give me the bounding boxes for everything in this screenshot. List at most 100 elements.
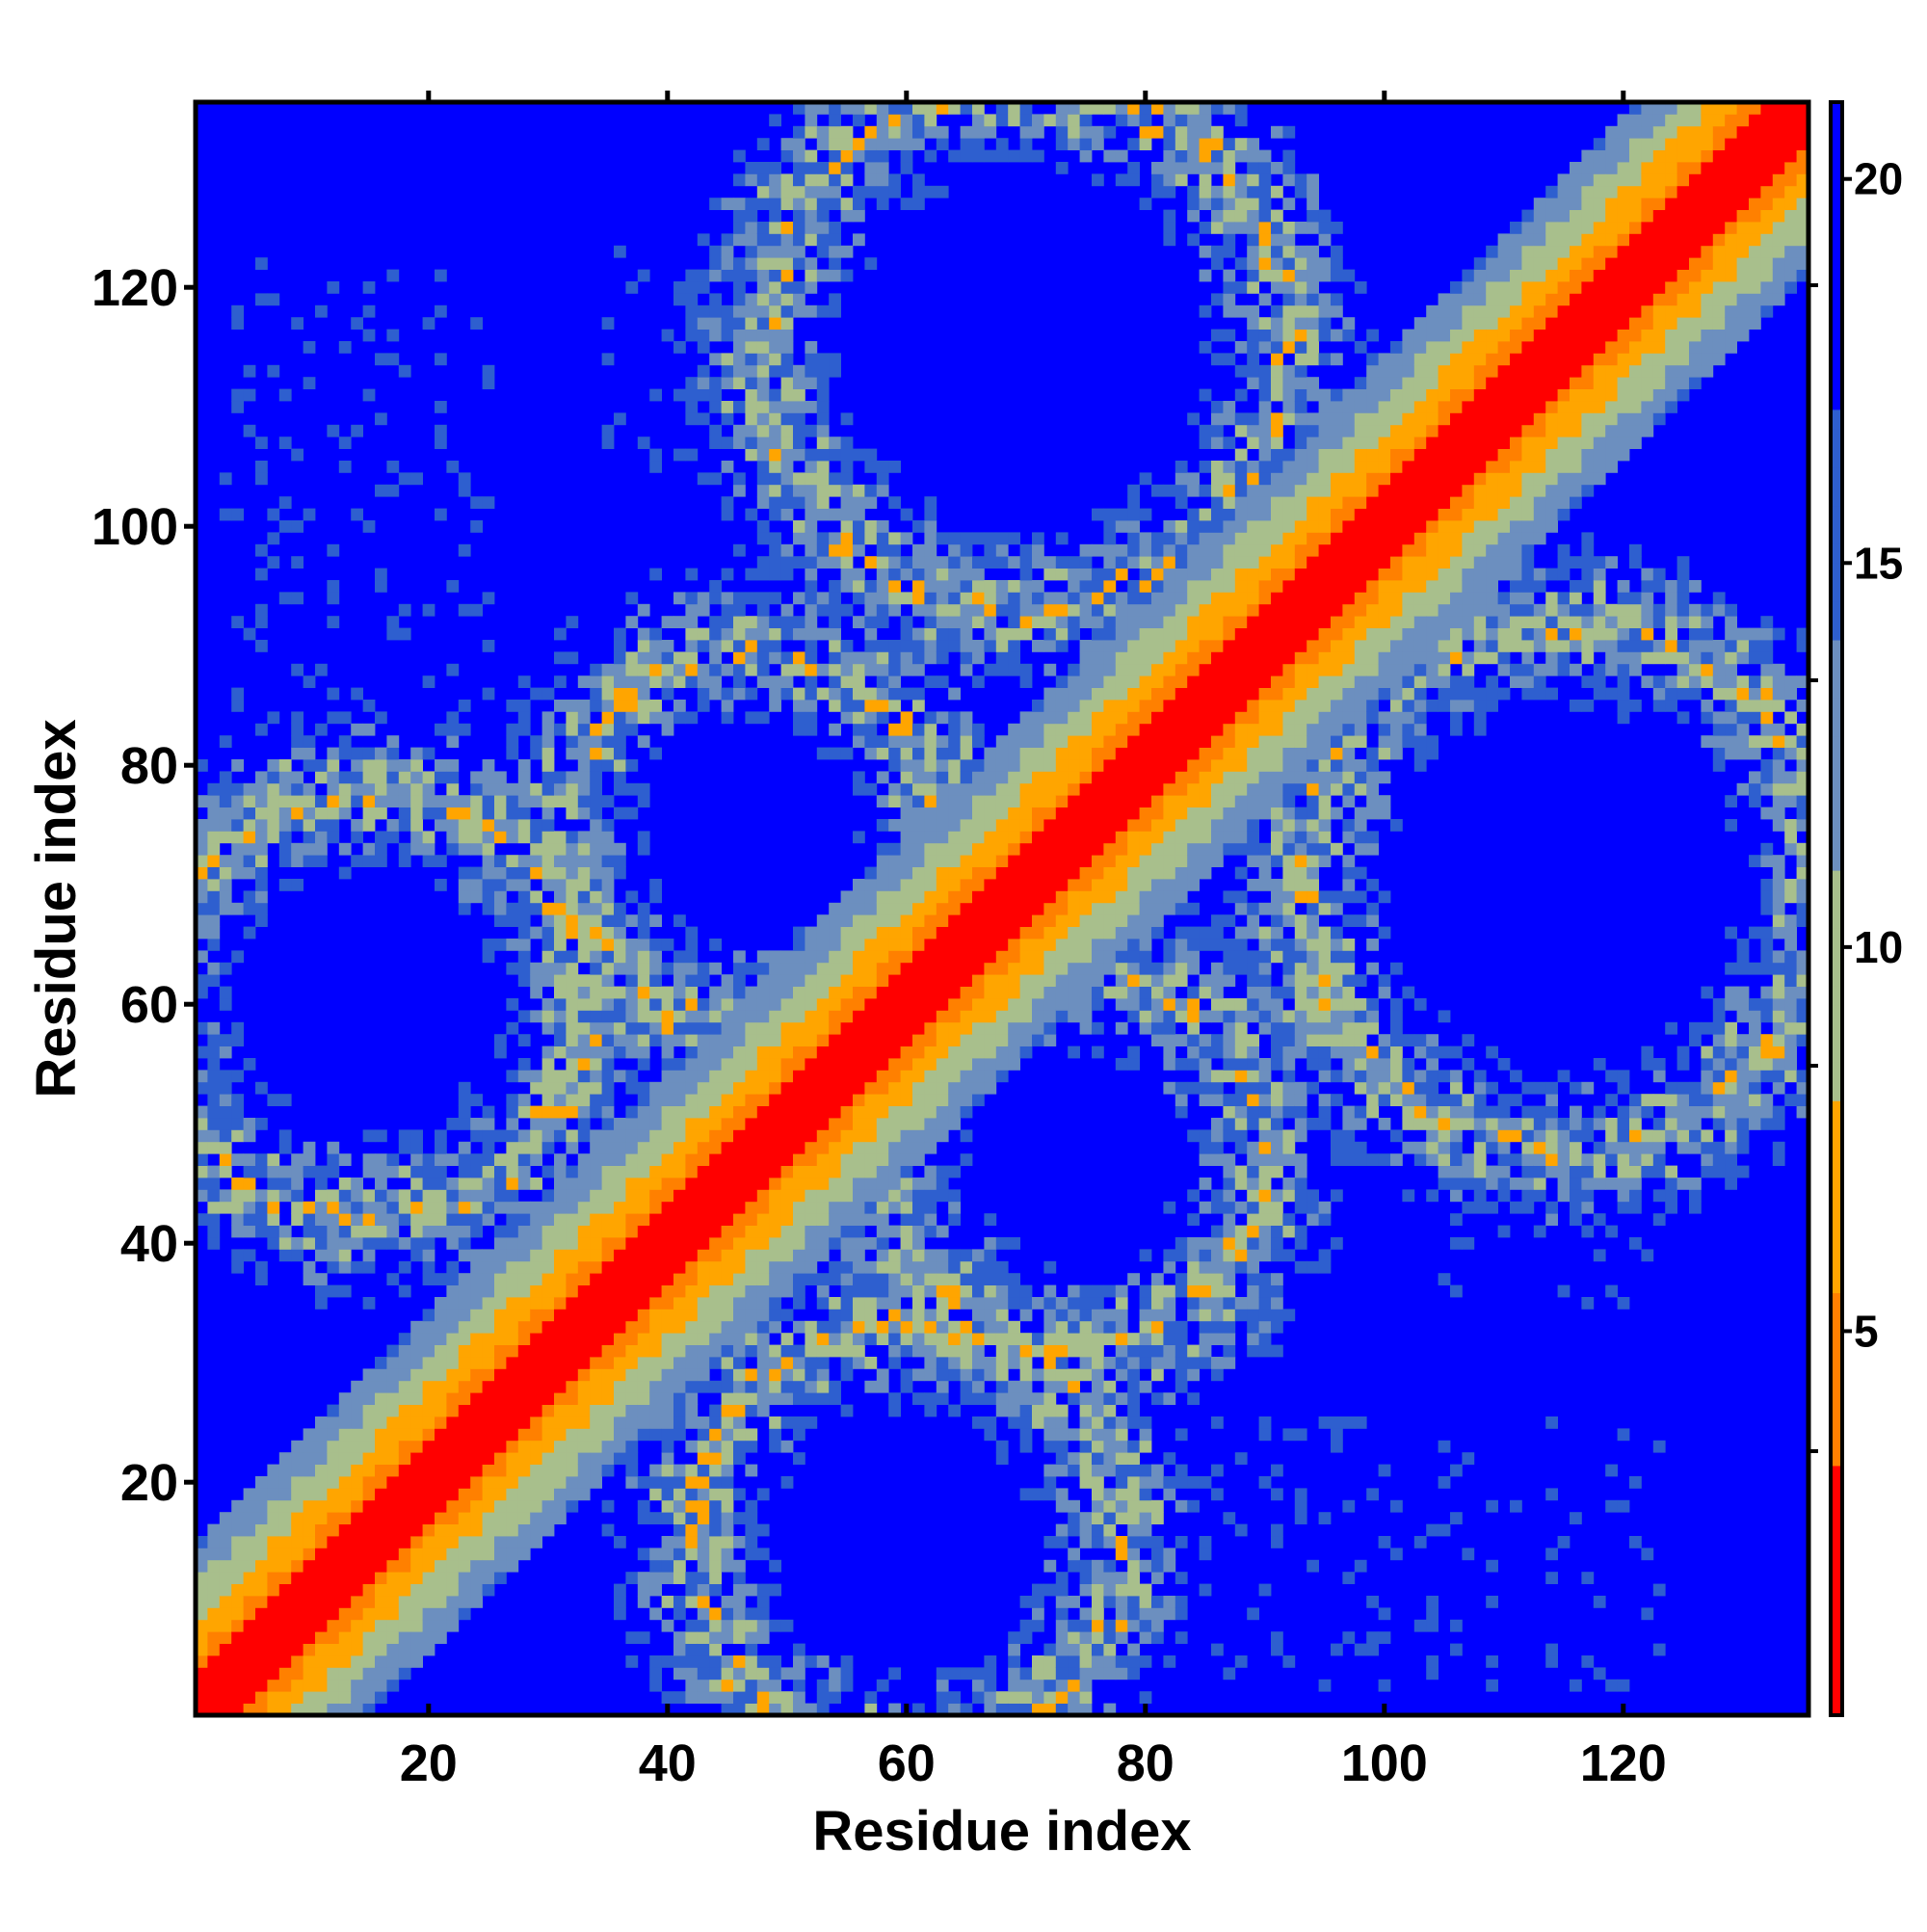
heatmap-cell: [410, 1333, 423, 1345]
heatmap-cell: [721, 412, 734, 426]
heatmap-cell: [816, 484, 830, 497]
heatmap-cell: [278, 1583, 292, 1597]
heatmap-cell: [338, 1201, 352, 1214]
heatmap-cell: [231, 1643, 244, 1656]
heatmap-cell: [267, 1094, 280, 1106]
heatmap-cell: [733, 1273, 746, 1285]
heatmap-cell: [1103, 1536, 1117, 1548]
heatmap-cell: [685, 1320, 699, 1334]
heatmap-cell: [207, 974, 221, 987]
heatmap-cell: [482, 939, 495, 951]
heatmap-cell: [207, 1655, 221, 1668]
heatmap-cell: [984, 1655, 997, 1668]
heatmap-cell: [243, 1631, 256, 1644]
heatmap-cell: [721, 1034, 734, 1046]
heatmap-cell: [649, 1428, 662, 1442]
heatmap-cell: [458, 1284, 471, 1298]
heatmap-cell: [960, 1703, 973, 1716]
heatmap-cell: [601, 1344, 615, 1358]
heatmap-cell: [840, 986, 854, 999]
heatmap-cell: [219, 890, 232, 904]
heatmap-cell: [769, 1213, 781, 1226]
heatmap-cell: [1008, 1416, 1020, 1429]
heatmap-cell: [446, 1583, 460, 1597]
heatmap-cell: [207, 1596, 221, 1608]
heatmap-cell: [960, 771, 973, 784]
heatmap-cell: [386, 1392, 400, 1405]
heatmap-cell: [888, 1284, 901, 1298]
heatmap-cell: [840, 939, 854, 951]
heatmap-cell: [756, 1368, 770, 1382]
heatmap-cell: [1092, 902, 1104, 915]
heatmap-cell: [601, 1404, 615, 1417]
heatmap-cell: [829, 1667, 841, 1681]
heatmap-cell: [649, 1201, 662, 1214]
heatmap-cell: [470, 1416, 483, 1429]
heatmap-cell: [984, 1045, 997, 1059]
heatmap-cell: [530, 1380, 542, 1393]
heatmap-cell: [196, 819, 208, 832]
heatmap-cell: [517, 1380, 531, 1393]
heatmap-cell: [912, 974, 925, 987]
heatmap-cell: [745, 1667, 758, 1681]
heatmap-cell: [422, 1583, 436, 1597]
heatmap-cell: [458, 819, 471, 832]
heatmap-cell: [853, 1201, 865, 1214]
heatmap-cell: [278, 1488, 292, 1501]
heatmap-cell: [984, 1416, 997, 1429]
heatmap-cell: [697, 1153, 710, 1166]
heatmap-cell: [566, 1178, 579, 1190]
heatmap-cell: [207, 1045, 221, 1059]
heatmap-cell: [661, 675, 674, 688]
heatmap-cell: [303, 1596, 316, 1608]
heatmap-cell: [960, 1284, 973, 1298]
heatmap-cell: [816, 962, 830, 975]
heatmap-cell: [1032, 747, 1044, 760]
heatmap-cell: [386, 1583, 400, 1597]
heatmap-cell: [1079, 651, 1093, 665]
heatmap-cell: [793, 412, 805, 426]
heatmap-cell: [780, 1118, 794, 1130]
heatmap-cell: [1043, 950, 1057, 964]
heatmap-cell: [984, 592, 997, 605]
heatmap-cell: [756, 1213, 770, 1226]
heatmap-cell: [577, 1094, 591, 1106]
heatmap-cell: [685, 1153, 699, 1166]
heatmap-cell: [1103, 759, 1117, 772]
heatmap-cell: [577, 1201, 591, 1214]
heatmap-cell: [769, 651, 781, 665]
heatmap-cell: [614, 1141, 626, 1154]
heatmap-cell: [984, 149, 997, 163]
heatmap-cell: [709, 1178, 722, 1190]
heatmap-cell: [805, 125, 818, 139]
heatmap-cell: [912, 1344, 925, 1358]
heatmap-cell: [793, 1643, 805, 1656]
heatmap-cell: [1103, 1357, 1117, 1369]
heatmap-cell: [1032, 939, 1044, 951]
heatmap-cell: [829, 1141, 841, 1154]
heatmap-cell: [458, 879, 471, 891]
heatmap-cell: [697, 1070, 710, 1083]
heatmap-cell: [1043, 640, 1057, 652]
heatmap-cell: [601, 1141, 615, 1154]
heatmap-cell: [756, 484, 770, 497]
heatmap-cell: [517, 1249, 531, 1262]
heatmap-cell: [697, 1213, 710, 1226]
heatmap-cell: [291, 1237, 304, 1250]
heatmap-cell: [530, 1010, 542, 1023]
heatmap-cell: [637, 603, 650, 617]
heatmap-cell: [805, 149, 818, 163]
heatmap-cell: [1092, 125, 1104, 139]
heatmap-cell: [1043, 902, 1057, 915]
heatmap-cell: [661, 687, 674, 701]
heatmap-cell: [912, 735, 925, 748]
heatmap-cell: [541, 1273, 555, 1285]
heatmap-cell: [278, 879, 292, 891]
heatmap-cell: [649, 1237, 662, 1250]
heatmap-cell: [864, 1105, 878, 1119]
heatmap-cell: [255, 1548, 268, 1561]
heatmap-cell: [398, 819, 411, 832]
heatmap-cell: [278, 831, 292, 844]
heatmap-cell: [1032, 795, 1044, 807]
heatmap-cell: [912, 663, 925, 676]
